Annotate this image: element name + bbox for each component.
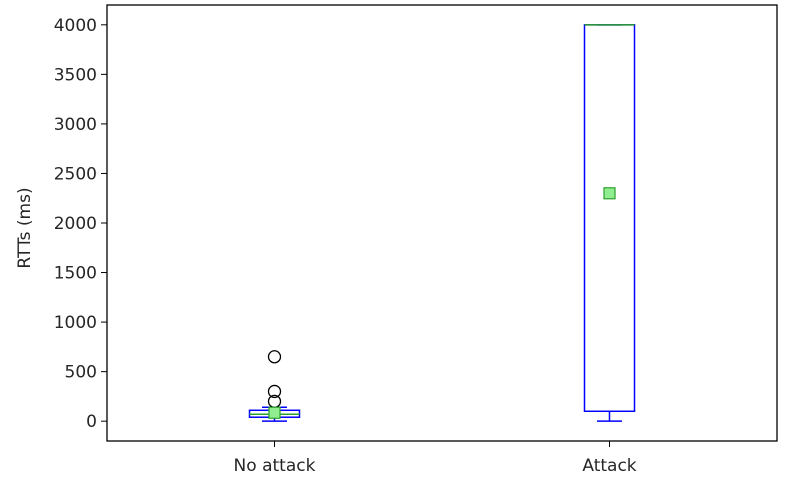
plot-area: [248, 24, 636, 422]
box-group: [583, 24, 636, 422]
x-tick-label: No attack: [234, 456, 316, 476]
plot-frame: [106, 4, 778, 442]
y-tick-label: 2000: [54, 214, 97, 234]
y-tick-label: 4000: [54, 16, 97, 36]
y-axis-label: RTTs (ms): [15, 187, 35, 268]
y-axis: 0 500 1000 1500 2000 2500 3000 3500 4000: [54, 16, 107, 432]
outlier-point: [267, 350, 282, 364]
x-axis: No attack Attack: [234, 441, 637, 476]
outlier-point: [267, 384, 282, 399]
y-tick-label: 2500: [54, 164, 97, 184]
mean-marker: [268, 406, 281, 419]
y-tick-label: 3500: [54, 65, 97, 85]
y-tick-label: 1500: [54, 264, 97, 284]
box-iqr: [583, 24, 636, 413]
mean-marker: [603, 187, 616, 200]
box-group: [248, 350, 301, 422]
x-tick-label: Attack: [582, 456, 636, 476]
y-tick-label: 500: [65, 363, 97, 383]
y-tick-label: 1000: [54, 313, 97, 333]
y-tick-label: 3000: [54, 115, 97, 135]
y-tick-label: 0: [86, 412, 97, 432]
